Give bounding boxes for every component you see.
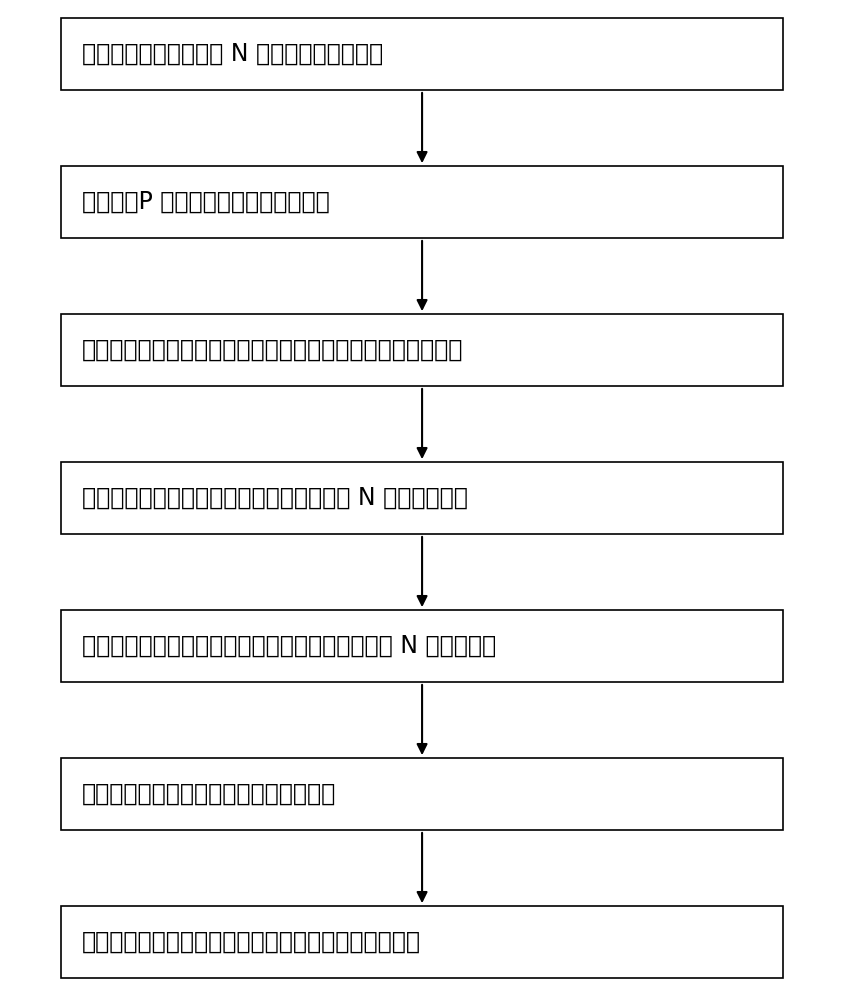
Bar	[61, 462, 782, 534]
Bar	[61, 166, 782, 238]
Bar	[61, 906, 782, 978]
Bar	[61, 314, 782, 386]
Text: 步骤一、在基板上生长 N 型轻掺杂的外延层。: 步骤一、在基板上生长 N 型轻掺杂的外延层。	[82, 42, 382, 66]
Text: 步骤七、在光刻胶去除之前进行外基区离子注入形成。: 步骤七、在光刻胶去除之前进行外基区离子注入形成。	[82, 930, 420, 954]
Bar	[61, 758, 782, 830]
Text: 步骤三、淀积发射极窗口介质层并光刻刻蚀形成发射极窗口。: 步骤三、淀积发射极窗口介质层并光刻刻蚀形成发射极窗口。	[82, 338, 463, 362]
Bar	[61, 610, 782, 682]
Text: 步骤五、淀积发射极多晶硅并对发射极多晶硅进行 N 型重掺杂。: 步骤五、淀积发射极多晶硅并对发射极多晶硅进行 N 型重掺杂。	[82, 634, 495, 658]
Text: 步骤四、以发射极窗口为掩膜进行发射区的 N 型离子注入。: 步骤四、以发射极窗口为掩膜进行发射区的 N 型离子注入。	[82, 486, 468, 510]
Text: 步骤六、对发射极多晶硅进行光刻刻蚀。: 步骤六、对发射极多晶硅进行光刻刻蚀。	[82, 782, 336, 806]
Text: 步骤二、P 型离子注入形成本征基区。: 步骤二、P 型离子注入形成本征基区。	[82, 190, 329, 214]
Bar	[61, 18, 782, 90]
